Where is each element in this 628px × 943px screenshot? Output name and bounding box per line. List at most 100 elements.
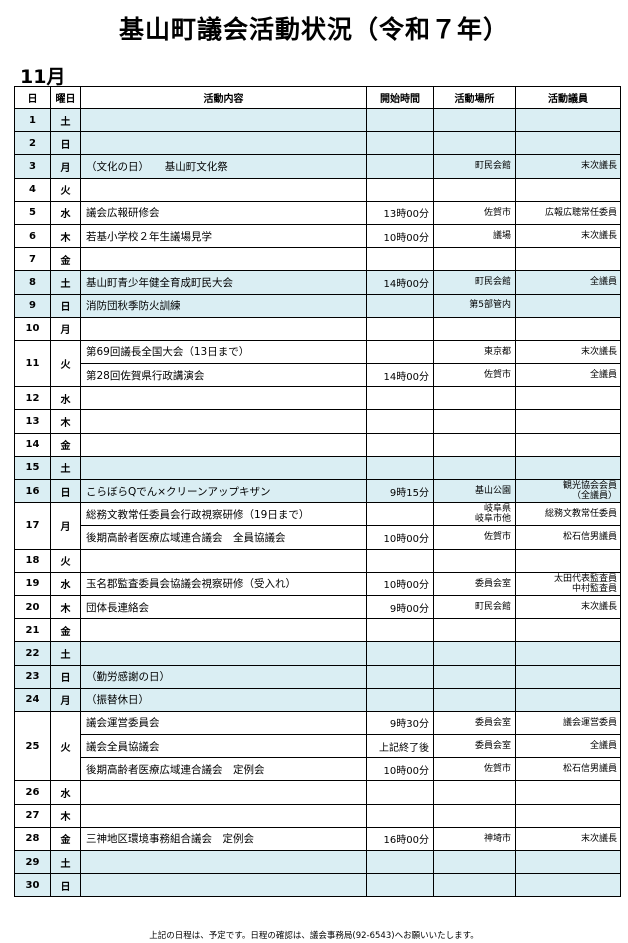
place-cell: 委員会室 xyxy=(433,710,516,736)
place-cell: 基山公園 xyxy=(433,478,516,504)
activity-cell xyxy=(80,409,367,434)
time-cell xyxy=(366,154,434,179)
activity-cell xyxy=(80,386,367,411)
day-cell: 27 xyxy=(14,803,51,828)
activity-cell: 基山町青少年健全育成町民大会 xyxy=(80,270,367,295)
activity-cell: 第69回議長全国大会（13日まで） xyxy=(80,339,367,365)
table-row: 3 月（文化の日） 基山町文化祭 町民会館 末次議長 xyxy=(14,154,621,179)
members-cell xyxy=(515,432,621,457)
place-cell xyxy=(433,107,516,133)
weekday-cell: 日 xyxy=(50,664,81,689)
activity-cell: 後期高齢者医療広域連合議会 全員協議会 xyxy=(80,525,367,550)
activity-cell: 第28回佐賀県行政講演会 xyxy=(80,363,367,388)
activity-cell: 玉名郡監査委員会協議会視察研修（受入れ） xyxy=(80,571,367,596)
members-cell xyxy=(515,873,621,898)
activity-cell: （振替休日） xyxy=(80,687,367,712)
time-cell xyxy=(366,664,434,689)
table-row: 27 木 xyxy=(14,803,621,828)
time-cell: 9時15分 xyxy=(366,478,434,504)
day-cell: 7 xyxy=(14,247,51,272)
activity-cell: （文化の日） 基山町文化祭 xyxy=(80,154,367,179)
table-row: 20 木団体長連絡会 9時00分 町民会館 末次議長 xyxy=(14,594,621,620)
day-cell: 25 xyxy=(14,710,51,782)
place-cell xyxy=(433,131,516,156)
time-cell xyxy=(366,641,434,666)
table-row: 15 土 xyxy=(14,455,621,481)
activity-cell xyxy=(80,177,367,202)
table-row: 23 日（勤労感謝の日） xyxy=(14,664,621,689)
day-cell: 17 xyxy=(14,502,51,550)
place-cell xyxy=(433,247,516,272)
table-row: 25 火議会運営委員会 9時30分 委員会室 議会運営委員 xyxy=(14,710,621,782)
activity-cell: こらぼらQでん×クリーンアップキザン xyxy=(80,478,367,504)
members-cell: 末次議長 xyxy=(515,339,621,365)
header-activity: 活動内容 xyxy=(80,86,367,109)
activity-cell xyxy=(80,548,367,573)
members-cell: 末次議長 xyxy=(515,154,621,179)
day-cell: 18 xyxy=(14,548,51,573)
table-row: 19 水玉名郡監査委員会協議会視察研修（受入れ） 10時00分 委員会室 太田代表監査員… xyxy=(14,571,621,596)
schedule-table: 日 曜日 活動内容 開始時間 活動場所 活動議員 1 土 2 日 3 月（文化の日） 基山… xyxy=(14,86,621,898)
day-cell: 23 xyxy=(14,664,51,689)
members-cell xyxy=(515,849,621,875)
weekday-cell: 月 xyxy=(50,687,81,712)
members-cell xyxy=(515,780,621,805)
weekday-cell: 土 xyxy=(50,455,81,481)
table-row: 30 日 xyxy=(14,873,621,898)
weekday-cell: 水 xyxy=(50,571,81,596)
members-cell xyxy=(515,293,621,318)
activity-cell xyxy=(80,107,367,133)
time-cell xyxy=(366,432,434,457)
place-cell xyxy=(433,386,516,411)
time-cell xyxy=(366,873,434,898)
day-cell: 21 xyxy=(14,618,51,643)
day-cell: 28 xyxy=(14,826,51,852)
place-cell: 東京都 xyxy=(433,339,516,365)
place-cell: 佐賀市 xyxy=(433,200,516,225)
day-cell: 4 xyxy=(14,177,51,202)
members-cell: 広報広聴常任委員 xyxy=(515,200,621,225)
members-cell: 全議員 xyxy=(515,270,621,295)
table-row: 14 金 xyxy=(14,432,621,457)
members-cell xyxy=(515,409,621,434)
place-cell xyxy=(433,432,516,457)
members-cell xyxy=(515,177,621,202)
activity-cell: 団体長連絡会 xyxy=(80,594,367,620)
day-cell: 22 xyxy=(14,641,51,666)
members-cell xyxy=(515,131,621,156)
weekday-cell: 土 xyxy=(50,107,81,133)
weekday-cell: 火 xyxy=(50,339,81,388)
time-cell xyxy=(366,502,434,527)
table-row: 13 木 xyxy=(14,409,621,434)
weekday-cell: 日 xyxy=(50,293,81,318)
day-cell: 24 xyxy=(14,687,51,712)
time-cell xyxy=(366,618,434,643)
table-row: 29 土 xyxy=(14,849,621,875)
weekday-cell: 金 xyxy=(50,247,81,272)
table-row: 18 火 xyxy=(14,548,621,573)
time-cell: 10時00分 xyxy=(366,525,434,550)
footer-note: 上記の日程は、予定です。日程の確認は、議会事務局(92-6543)へお願いいたし… xyxy=(149,931,479,941)
table-row: 後期高齢者医療広域連合議会 全員協議会 10時00分 佐賀市 松石信男議員 xyxy=(15,525,621,550)
month-label: 11月 xyxy=(20,66,66,88)
members-cell: 末次議長 xyxy=(515,826,621,852)
place-cell xyxy=(433,664,516,689)
time-cell: 上記終了後 xyxy=(366,734,434,759)
place-cell: 委員会室 xyxy=(433,571,516,596)
table-row: 後期高齢者医療広域連合議会 定例会 10時00分 佐賀市 松石信男議員 xyxy=(15,757,621,782)
table-row: 9 日消防団秋季防火訓練 第5部管内 xyxy=(14,293,621,318)
place-cell xyxy=(433,849,516,875)
activity-cell xyxy=(80,131,367,156)
weekday-cell: 木 xyxy=(50,594,81,620)
weekday-cell: 水 xyxy=(50,386,81,411)
members-cell: 議会運営委員 xyxy=(515,710,621,736)
time-cell: 14時00分 xyxy=(366,363,434,388)
place-cell: 議場 xyxy=(433,223,516,249)
place-cell xyxy=(433,316,516,341)
weekday-cell: 金 xyxy=(50,432,81,457)
weekday-cell: 水 xyxy=(50,780,81,805)
weekday-cell: 火 xyxy=(50,177,81,202)
weekday-cell: 金 xyxy=(50,618,81,643)
